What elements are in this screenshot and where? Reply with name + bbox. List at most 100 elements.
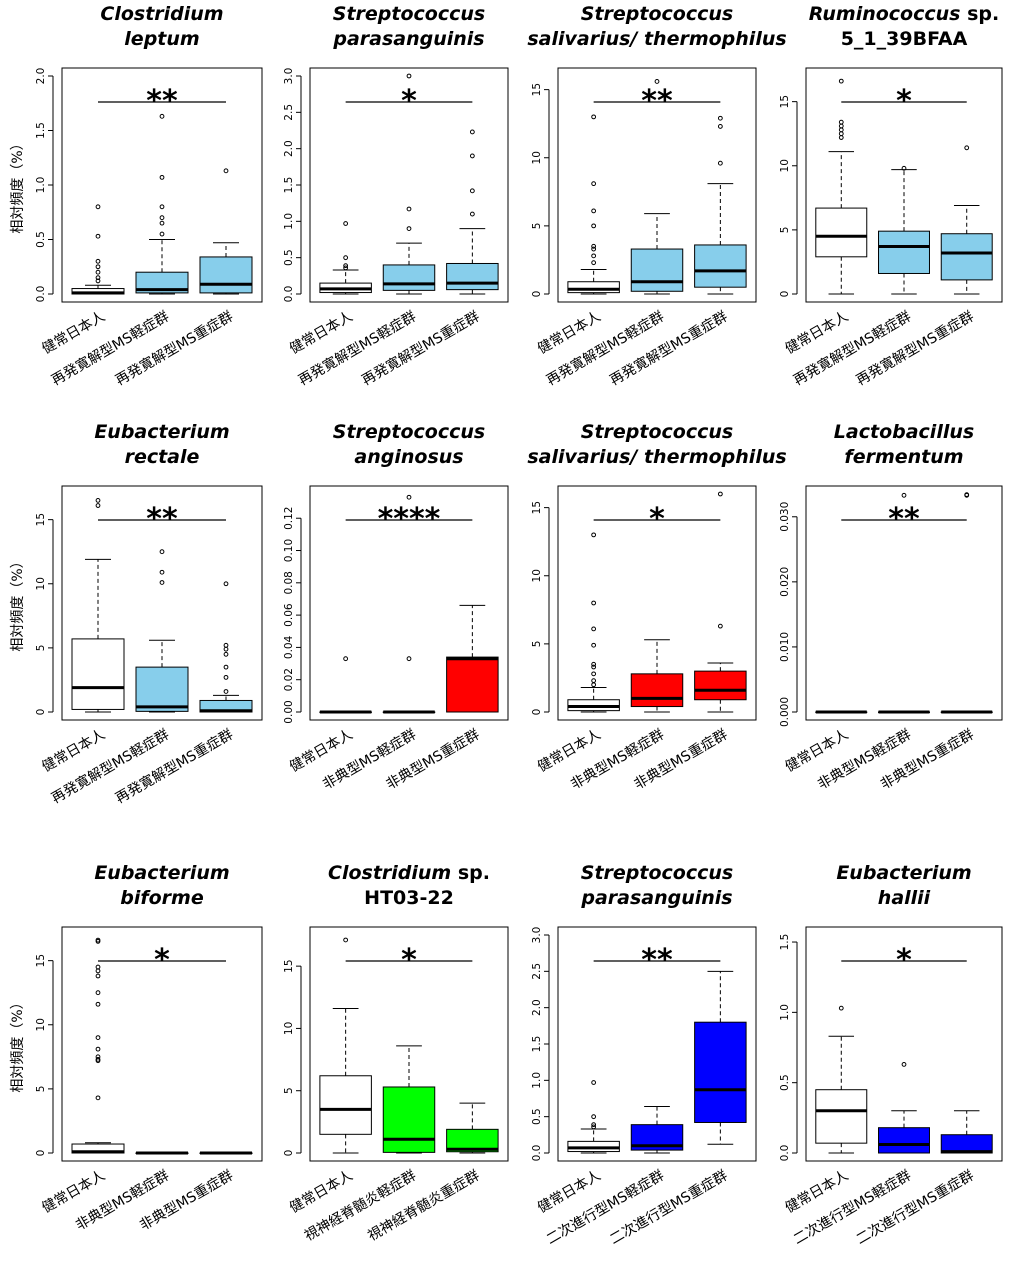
outlier-point: [343, 255, 349, 261]
outlier-point: [591, 600, 597, 606]
significance-stars: ****: [378, 502, 441, 537]
outlier-point: [406, 656, 412, 662]
outlier-point: [717, 160, 723, 166]
box-3: [446, 604, 499, 713]
y-tick-label: 15: [35, 954, 47, 967]
box-3: [940, 145, 993, 295]
y-tick-label: 15: [283, 959, 295, 972]
outlier-point: [159, 204, 165, 210]
plot-frame: [309, 67, 509, 303]
chart-panel-2: Streptococcus parasanguinis 0.0 0.5 1.0 1.5 2.…: [283, 3, 509, 389]
box-2: [135, 113, 189, 295]
box-2: [878, 1061, 930, 1154]
y-tick-label: 1.5: [531, 1036, 543, 1053]
outlier-point: [223, 642, 229, 648]
y-tick-label: 10: [531, 569, 543, 582]
box-3: [199, 168, 253, 295]
y-tick-label: 3.0: [531, 927, 543, 944]
plot-frame: [309, 485, 509, 721]
outlier-point: [591, 1080, 597, 1085]
significance-stars: **: [641, 943, 673, 978]
outlier-point: [591, 208, 597, 214]
y-tick-label: 2.5: [531, 963, 543, 980]
box-1: [319, 937, 372, 1154]
outlier-point: [654, 79, 660, 84]
title-segment: salivarius/ thermophilus: [527, 446, 786, 468]
y-tick-label: 0: [531, 709, 543, 716]
box-2: [382, 73, 436, 295]
box-3: [199, 1151, 253, 1155]
y-tick-label: 2.0: [35, 68, 47, 85]
outlier-point: [717, 623, 723, 629]
y-tick-label: 5: [531, 641, 543, 648]
outlier-point: [159, 569, 165, 575]
outlier-point: [95, 275, 101, 281]
y-tick-label: 15: [779, 95, 791, 108]
outlier-point: [95, 1054, 101, 1060]
chart-title: Eubacterium rectale: [94, 421, 229, 468]
title-segment: Streptococcus: [581, 3, 733, 25]
title-segment: hallii: [878, 887, 931, 909]
box-1: [71, 937, 125, 1154]
box-3: [694, 970, 747, 1145]
y-tick-label: 0: [35, 1150, 47, 1157]
outlier-point: [223, 664, 229, 670]
outlier-point: [591, 642, 597, 648]
outlier-point: [591, 253, 597, 259]
plot-frame: [557, 926, 757, 1162]
chart-title: Clostridium leptum: [100, 3, 223, 50]
outlier-point: [159, 215, 165, 221]
title-segment: HT03-22: [364, 887, 454, 909]
y-tick-label: 0.030: [779, 502, 791, 532]
outlier-point: [343, 263, 349, 269]
outlier-point: [469, 188, 475, 194]
y-tick-label: 5: [283, 1087, 295, 1094]
outlier-point: [95, 973, 101, 979]
y-tick-label: 0.000: [779, 697, 791, 727]
iqr-box: [940, 233, 993, 281]
significance-stars: **: [146, 502, 178, 537]
title-segment: 5_1_39BFAA: [841, 28, 968, 50]
x-tick-label: 二次進行型MS重症群: [854, 1168, 977, 1248]
iqr-box: [630, 248, 684, 292]
title-segment: fermentum: [844, 446, 963, 468]
outlier-point: [591, 661, 597, 667]
box-2: [630, 1105, 684, 1154]
significance-stars: *: [896, 943, 912, 978]
outlier-point: [95, 278, 101, 284]
outlier-point: [591, 1122, 597, 1128]
box-2: [878, 492, 930, 714]
outlier-point: [343, 937, 349, 943]
box-1: [71, 498, 125, 713]
y-tick-label: 0.12: [283, 507, 295, 530]
outlier-point: [591, 114, 597, 120]
outlier-point: [95, 968, 101, 974]
outlier-point: [901, 165, 907, 171]
outlier-point: [95, 503, 101, 508]
iqr-box: [199, 256, 253, 294]
outlier-point: [343, 221, 349, 226]
outlier-point: [717, 124, 723, 129]
box-1: [567, 1080, 620, 1154]
box-1: [567, 114, 620, 295]
title-segment: Eubacterium: [836, 862, 971, 884]
chart-panel-12: Eubacterium hallii0.00.51.01.5*健常日本人二次進行型…: [779, 862, 1003, 1248]
chart-panel-1: Clostridium leptum 0.0 0.5 1.0 1.5 2.0 相対頻度（%） *…: [10, 3, 263, 389]
outlier-point: [406, 226, 412, 232]
significance-stars: *: [649, 502, 665, 537]
y-tick-label: 1.5: [779, 934, 791, 951]
x-tick-label: 視神経脊髄炎軽症群: [302, 1168, 419, 1245]
outlier-point: [95, 1046, 101, 1052]
outlier-point: [838, 119, 844, 125]
iqr-box: [815, 207, 868, 258]
y-tick-label: 1.5: [35, 122, 47, 139]
x-tick-label: 視神経脊髄炎重症群: [365, 1168, 482, 1245]
outlier-point: [591, 1124, 597, 1130]
chart-title: Streptococcus anginosus: [333, 421, 485, 468]
box-3: [199, 581, 253, 713]
outlier-point: [717, 491, 723, 497]
box-1: [71, 204, 125, 295]
box-2: [135, 1151, 189, 1155]
outlier-point: [343, 656, 349, 662]
